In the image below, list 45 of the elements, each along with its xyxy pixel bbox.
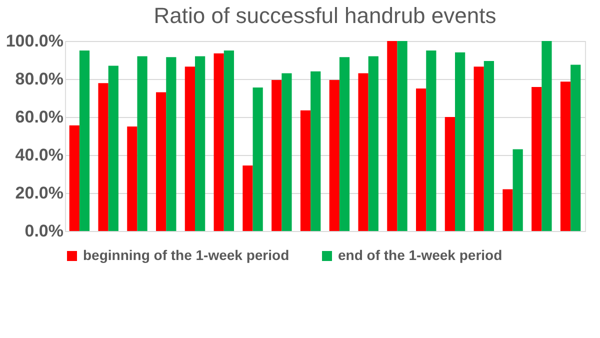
- bar: [542, 41, 552, 231]
- bar: [397, 41, 408, 231]
- bar: [339, 57, 350, 231]
- bar: [272, 80, 282, 231]
- y-tick-label: 80.0%: [15, 70, 64, 88]
- bar: [310, 71, 321, 231]
- bar: [252, 88, 263, 231]
- bar: [242, 165, 253, 231]
- bar: [560, 82, 571, 231]
- bar: [137, 56, 148, 231]
- bar: [474, 66, 484, 231]
- bar: [368, 56, 378, 231]
- legend-label: end of the 1-week period: [338, 247, 502, 263]
- y-tick-label: 20.0%: [15, 184, 64, 202]
- bar: [166, 57, 176, 231]
- bar: [416, 88, 426, 231]
- y-tick-label: 60.0%: [15, 108, 64, 126]
- bar: [184, 66, 195, 231]
- bar: [570, 64, 581, 231]
- y-tick-label: 40.0%: [15, 146, 64, 164]
- bar: [532, 86, 542, 231]
- bar: [484, 60, 494, 231]
- legend-label: beginning of the 1-week period: [83, 247, 290, 263]
- y-tick-label: 100.0%: [6, 32, 64, 50]
- bar: [455, 52, 466, 231]
- bar: [387, 41, 398, 231]
- bar: [214, 53, 224, 231]
- bar: [300, 110, 311, 231]
- bar: [502, 189, 513, 231]
- bar: [98, 83, 108, 231]
- bar: [282, 73, 292, 231]
- bar: [444, 117, 455, 231]
- bar: [156, 92, 166, 231]
- bar: [69, 125, 80, 231]
- y-tick-label: 0.0%: [24, 222, 64, 240]
- bar: [358, 73, 368, 231]
- bar: [79, 50, 90, 231]
- bar: [329, 80, 340, 231]
- bar: [224, 50, 234, 231]
- bar: [108, 66, 118, 231]
- bar: [127, 126, 138, 231]
- bar: [195, 56, 206, 231]
- bar: [426, 50, 436, 231]
- chart-title: Ratio of successful handrub events: [154, 3, 496, 28]
- bar: [512, 149, 523, 231]
